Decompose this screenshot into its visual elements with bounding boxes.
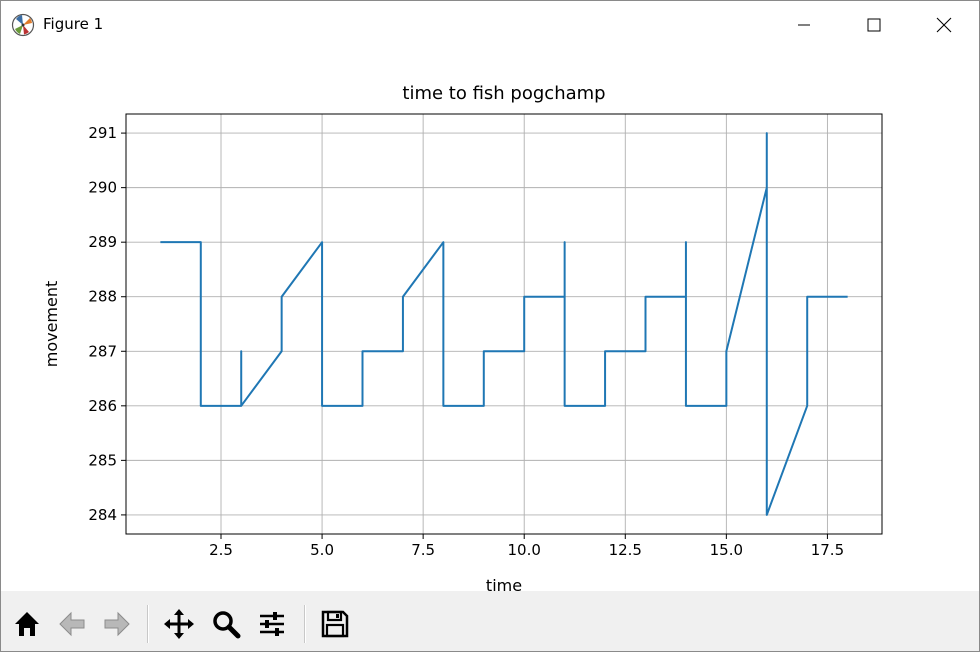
line-chart: 2.5 5.0 7.5 10.0 12.5 15.0 17.5 284 285 286 287 288… — [42, 83, 883, 591]
toolbar-separator — [147, 605, 148, 643]
save-icon — [321, 610, 349, 638]
back-button[interactable] — [53, 603, 91, 645]
pan-button[interactable] — [160, 603, 198, 645]
zoom-icon — [213, 611, 241, 639]
y-tick-label: 287 — [88, 342, 117, 360]
configure-subplots-icon — [260, 612, 284, 636]
x-tick-label: 17.5 — [811, 541, 844, 559]
x-tick-label: 15.0 — [710, 541, 743, 559]
chart-title: time to fish pogchamp — [402, 83, 605, 104]
back-icon — [59, 611, 85, 637]
home-icon — [15, 612, 39, 636]
forward-icon — [104, 611, 130, 637]
x-tick-label: 12.5 — [609, 541, 642, 559]
y-tick-label: 289 — [88, 233, 117, 251]
forward-button[interactable] — [98, 603, 136, 645]
x-tick-label: 5.0 — [310, 541, 334, 559]
minimize-icon — [798, 24, 810, 26]
close-icon — [936, 17, 952, 33]
maximize-button[interactable] — [839, 1, 909, 49]
x-tick-label: 10.0 — [508, 541, 541, 559]
title-bar[interactable]: Figure 1 — [1, 1, 979, 49]
y-tick-label: 290 — [88, 179, 117, 197]
y-tick-label: 284 — [88, 506, 117, 524]
axes-frame — [125, 113, 883, 535]
y-tick-label: 285 — [88, 451, 117, 469]
maximize-icon — [867, 18, 881, 32]
y-tick-label: 288 — [88, 288, 117, 306]
matplotlib-app-icon — [11, 13, 35, 37]
x-tick-label: 7.5 — [411, 541, 435, 559]
toolbar-separator-highlight — [305, 605, 306, 643]
series-line — [160, 132, 848, 516]
configure-subplots-button[interactable] — [253, 603, 291, 645]
plot-area[interactable]: 2.5 5.0 7.5 10.0 12.5 15.0 17.5 284 285 286 287 288… — [1, 49, 979, 591]
save-button[interactable] — [316, 603, 354, 645]
navigation-toolbar — [1, 591, 979, 651]
window-title: Figure 1 — [43, 15, 104, 33]
x-axis-label: time — [486, 576, 522, 591]
home-button[interactable] — [8, 603, 46, 645]
y-tick-label: 291 — [88, 124, 117, 142]
zoom-button[interactable] — [207, 603, 245, 645]
minimize-button[interactable] — [769, 1, 839, 49]
toolbar-separator — [304, 605, 305, 643]
y-axis-label: movement — [42, 281, 61, 368]
close-button[interactable] — [909, 1, 979, 49]
x-tick-label: 2.5 — [209, 541, 233, 559]
y-tick-label: 286 — [88, 397, 117, 415]
toolbar-separator-highlight — [148, 605, 149, 643]
pan-icon — [164, 609, 194, 639]
